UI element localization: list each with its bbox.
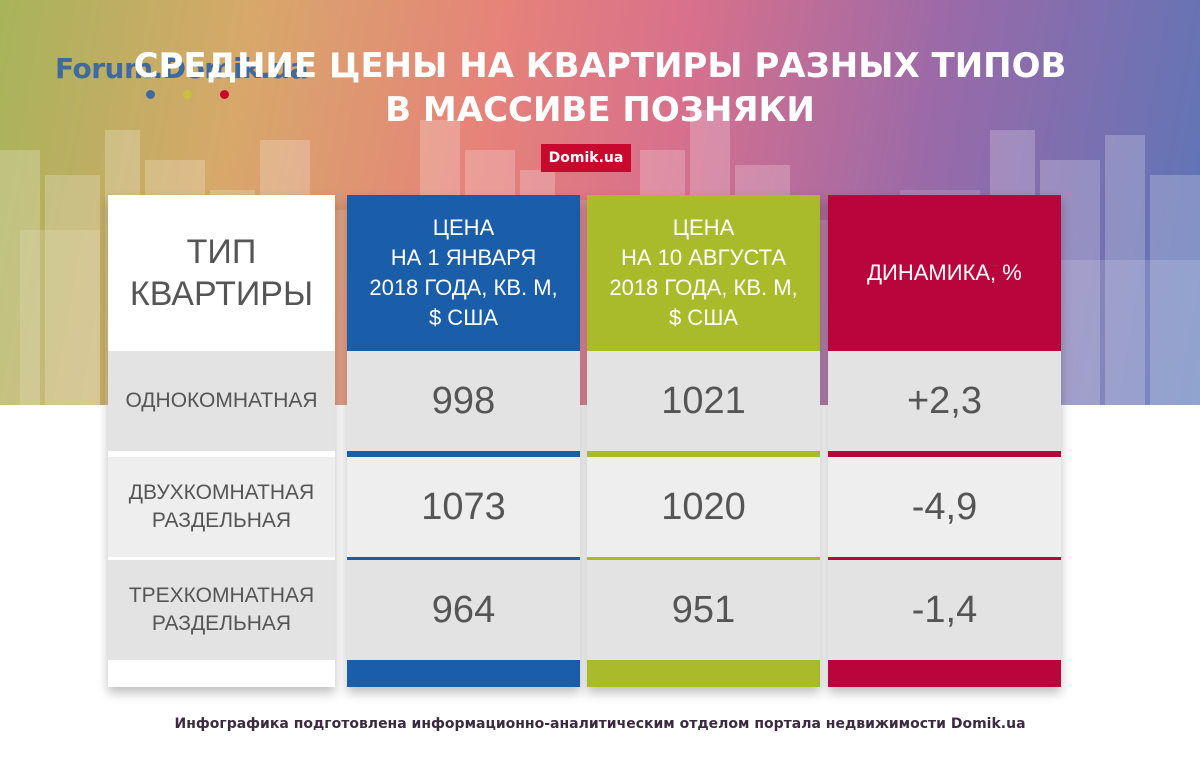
logo-dot-red [220, 90, 229, 99]
table-cell-price-aug: 951 [587, 560, 820, 660]
table-cell-price-aug: 1020 [587, 457, 820, 557]
header-price-aug: ЦЕНА НА 10 АВГУСТА 2018 ГОДА, КВ. М, $ С… [587, 195, 820, 351]
row-divider [587, 455, 820, 457]
row-type-line: РАЗДЕЛЬНАЯ [151, 612, 292, 635]
header-type-line: КВАРТИРЫ [129, 275, 314, 313]
table-row-type: ТРЕХКОМНАТНАЯ РАЗДЕЛЬНАЯ [108, 560, 335, 660]
logo-dots [146, 90, 229, 99]
header-price-aug-line: ЦЕНА [672, 215, 735, 240]
table-cell-dynamics: -4,9 [828, 457, 1061, 557]
row-type-line: РАЗДЕЛЬНАЯ [151, 509, 292, 532]
row-type-line: ДВУХКОМНАТНАЯ [128, 481, 315, 504]
table-cell-price-jan: 1073 [347, 457, 580, 557]
header-price-aug-line: НА 10 АВГУСТА [620, 245, 787, 270]
header-type-line: ТИП [186, 233, 257, 271]
header-price-aug-line: 2018 ГОДА, КВ. М, [609, 275, 798, 300]
header-dynamics-line: ДИНАМИКА, % [867, 260, 1022, 285]
table-cell-dynamics: +2,3 [828, 351, 1061, 451]
header-price-jan-line: ЦЕНА [432, 215, 495, 240]
footer-credit: Инфографика подготовлена информационно-а… [174, 716, 1026, 732]
header-price-jan-line: $ США [428, 305, 499, 330]
page-title-line-1: СРЕДНИЕ ЦЕНЫ НА КВАРТИРЫ РАЗНЫХ ТИПОВ [133, 46, 1067, 86]
row-divider [828, 558, 1061, 560]
page-title-line-2: В МАССИВЕ ПОЗНЯКИ [385, 90, 815, 130]
row-type-line: ТРЕХКОМНАТНАЯ [128, 584, 315, 607]
table-cell-price-jan: 964 [347, 560, 580, 660]
table-row-type: ОДНОКОМНАТНАЯ [108, 351, 335, 451]
header-price-jan-line: 2018 ГОДА, КВ. М, [369, 275, 558, 300]
forum-domik-logo[interactable]: Forum.Domik.ua [55, 52, 309, 85]
domik-badge: Domik.ua [541, 144, 631, 172]
row-divider [587, 558, 820, 560]
row-type-line: ОДНОКОМНАТНАЯ [125, 389, 318, 412]
row-divider [347, 558, 580, 560]
table-row-type: ДВУХКОМНАТНАЯ РАЗДЕЛЬНАЯ [108, 457, 335, 557]
logo-dot-blue [146, 90, 155, 99]
table-cell-price-aug: 1021 [587, 351, 820, 451]
header-price-jan-line: НА 1 ЯНВАРЯ [390, 245, 537, 270]
header-price-aug-line: $ США [668, 305, 739, 330]
row-divider [828, 455, 1061, 457]
header-price-jan: ЦЕНА НА 1 ЯНВАРЯ 2018 ГОДА, КВ. М, $ США [347, 195, 580, 351]
table-cell-price-jan: 998 [347, 351, 580, 451]
logo-dot-yellow [183, 90, 192, 99]
table-cell-dynamics: -1,4 [828, 560, 1061, 660]
row-divider [347, 455, 580, 457]
header-type: ТИП КВАРТИРЫ [108, 195, 335, 351]
header-dynamics: ДИНАМИКА, % [828, 195, 1061, 351]
